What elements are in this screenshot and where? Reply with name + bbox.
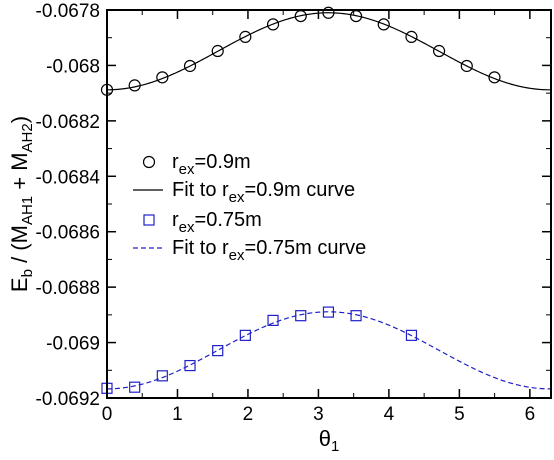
- y-tick-label: -0.0682: [36, 112, 100, 133]
- data-point-circle: [156, 71, 169, 84]
- y-axis-title-main: E: [7, 277, 32, 292]
- legend-item-1: Fit to rex=0.9m curve: [133, 179, 355, 206]
- data-point-circle: [432, 44, 446, 58]
- y-axis-title-sub: b: [19, 269, 36, 277]
- y-axis-title: Eb / (MAH1 + MAH2): [7, 116, 36, 292]
- legend-label-3-main: Fit to r: [172, 237, 229, 259]
- y-axis-title-part2: + M: [7, 152, 32, 195]
- x-axis-title-sub: 1: [331, 438, 339, 455]
- legend-label-3-rest: =0.75m curve: [245, 237, 367, 259]
- y-axis-title-part3: ): [7, 116, 32, 123]
- plot-frame: [106, 9, 552, 399]
- y-axis-title-part1: / (M: [7, 225, 32, 269]
- y-tick-label: -0.0684: [36, 167, 101, 188]
- data-point-circle: [488, 71, 501, 84]
- legend-label-1-rest: =0.9m curve: [245, 179, 356, 201]
- data-point-square: [129, 381, 141, 393]
- y-tick-label: -0.0686: [36, 223, 100, 244]
- legend-item-0: rex=0.9m: [142, 151, 251, 178]
- legend-label-2-rest: =0.75m: [195, 209, 262, 231]
- legend-marker-square: [143, 214, 155, 226]
- legend-item-3: Fit to rex=0.75m curve: [133, 237, 366, 264]
- data-point-circle: [239, 30, 252, 43]
- legend-marker-circle: [142, 155, 156, 169]
- legend-item-2: rex=0.75m: [143, 209, 262, 236]
- data-point-circle: [211, 44, 224, 58]
- y-tick-label: -0.069: [46, 334, 100, 355]
- data-point-circle: [128, 79, 141, 92]
- legend-label-0-sub: ex: [179, 161, 195, 178]
- y-tick-label: -0.0688: [36, 278, 100, 299]
- legend-label-1-main: Fit to r: [172, 179, 229, 201]
- legend-label-2-main: r: [172, 209, 179, 231]
- legend-label-3-sub: ex: [229, 247, 245, 264]
- y-tick-label: -0.068: [46, 56, 100, 77]
- series-group: [100, 6, 551, 394]
- legend-label-2: rex=0.75m: [172, 209, 262, 236]
- y-axis-title-sub2: AH1: [19, 196, 36, 225]
- data-point-circle: [405, 30, 418, 43]
- tick-group: 0 1 2 3 4 5 6 -0.0692 -0.069 -0.0688 -0.0686 -0.068…: [36, 1, 551, 425]
- legend-label-0-rest: =0.9m: [195, 151, 251, 173]
- legend-label-0: rex=0.9m: [172, 151, 251, 178]
- data-point-circle: [183, 59, 197, 73]
- x-tick-label: 5: [454, 404, 465, 425]
- fit-curve-3: [106, 311, 551, 390]
- data-point-square: [239, 329, 251, 341]
- data-point-circle: [377, 18, 390, 31]
- data-point-square: [184, 359, 196, 372]
- legend-label-0-main: r: [172, 151, 179, 173]
- legend-label-1: Fit to rex=0.9m curve: [172, 179, 355, 206]
- data-point-circle: [266, 18, 280, 31]
- x-axis-title-main: θ: [319, 426, 331, 451]
- x-tick-label: 6: [525, 404, 536, 425]
- y-tick-label: -0.0678: [36, 1, 100, 22]
- x-tick-label: 4: [384, 404, 395, 425]
- fit-curve-1: [106, 12, 551, 91]
- data-point-square: [295, 310, 307, 322]
- x-tick-label: 0: [102, 404, 113, 425]
- x-axis-title: θ1: [319, 426, 340, 455]
- x-tick-label: 1: [172, 404, 183, 425]
- legend-label-2-sub: ex: [179, 219, 195, 236]
- data-point-square: [212, 345, 224, 357]
- data-point-square: [350, 310, 362, 322]
- y-axis-title-sub3: AH2: [19, 123, 36, 152]
- data-point-square: [156, 370, 168, 382]
- y-tick-label: -0.0692: [36, 389, 100, 410]
- data-point-square: [267, 314, 279, 326]
- data-point-circle: [460, 59, 473, 73]
- legend-label-1-sub: ex: [229, 189, 245, 206]
- x-tick-label: 2: [243, 404, 254, 425]
- data-point-square: [405, 329, 418, 341]
- legend-label-3: Fit to rex=0.75m curve: [172, 237, 366, 264]
- legend: rex=0.9m Fit to rex=0.9m curve rex=0.75m…: [133, 151, 366, 264]
- x-tick-label: 3: [313, 404, 324, 425]
